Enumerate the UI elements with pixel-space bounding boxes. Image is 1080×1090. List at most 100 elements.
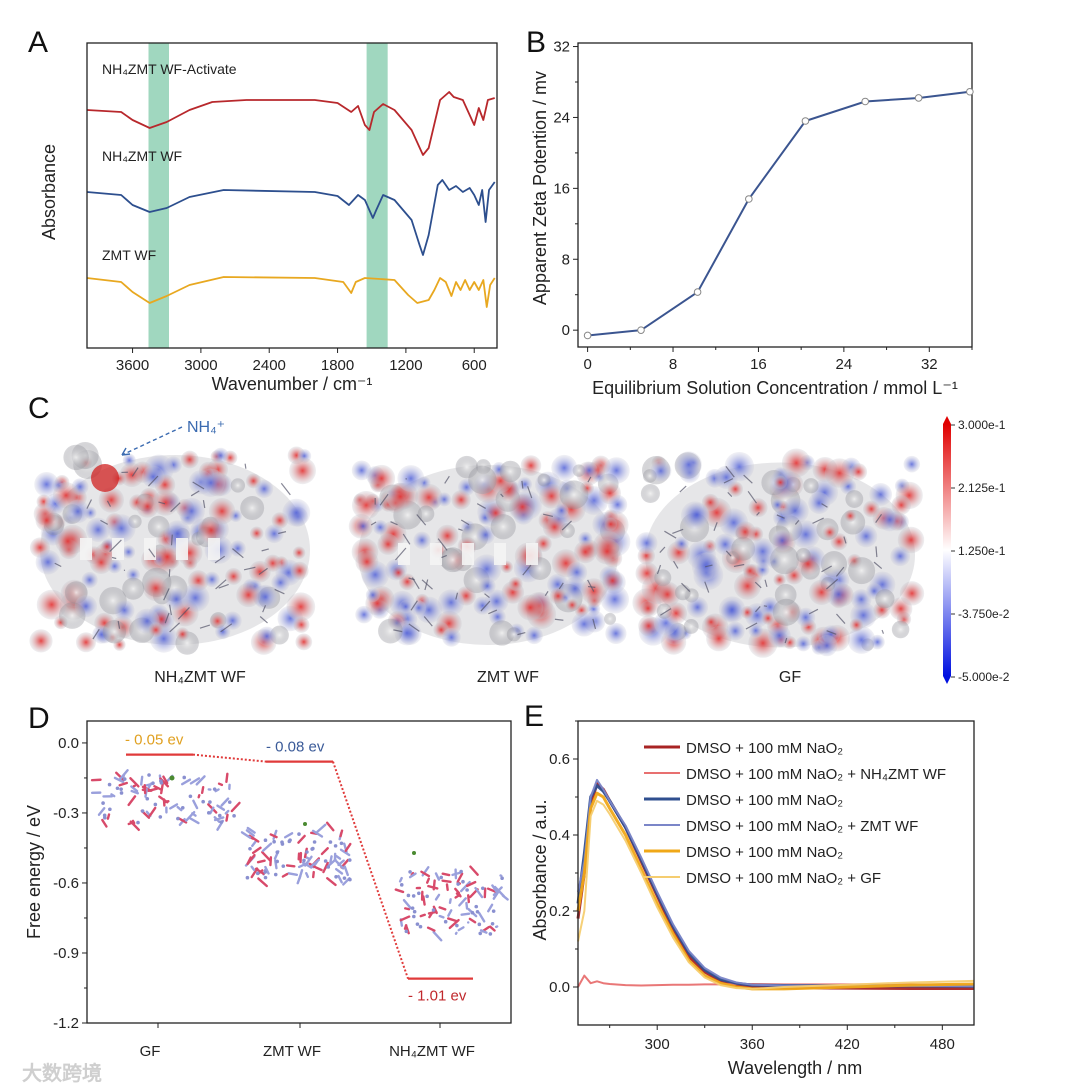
atom-surface [650,460,672,482]
bond [454,887,461,895]
atom-surface [574,540,597,564]
panel-letter-d: D [28,702,50,735]
series-line [86,179,496,256]
atom [412,914,416,919]
atom [176,816,180,821]
colorbar-min-arrow-icon [943,676,951,684]
bond [521,480,524,489]
bond [258,567,268,575]
atom [459,869,463,874]
atom-surface [377,533,399,555]
bond [311,870,315,879]
atom-surface [436,524,459,547]
bond [468,917,477,924]
atom [272,839,276,844]
atom [455,923,459,928]
data-point [637,326,645,334]
y-tick-label: 24 [553,109,570,126]
bond [561,520,572,531]
atom-surface [704,615,718,629]
atom-surface [35,509,58,532]
bond [402,898,412,910]
bond [106,500,112,507]
bond [250,865,256,872]
bond [100,519,109,525]
atom [147,773,151,777]
series-line [86,276,496,308]
bond [232,548,244,559]
atom-surface [114,600,135,621]
bond [679,485,687,493]
atom-surface [725,621,745,641]
bond [113,776,125,784]
atom-surface [223,611,242,630]
molecule-gf [90,769,241,832]
atom [334,874,338,879]
atom-surface [506,627,522,642]
series-line [577,799,975,990]
bond [500,493,504,498]
atom [248,846,252,851]
bond [419,913,426,918]
atom-surface [824,458,855,488]
atom-surface [517,594,544,621]
atom [415,922,420,926]
atom-surface [903,455,921,473]
bond [339,829,344,838]
atom [305,850,309,854]
atom-surface [229,540,246,557]
atom [275,850,280,855]
x-axis-label: Wavenumber / cm⁻¹ [212,374,373,394]
atom [263,838,268,843]
bond [424,579,429,591]
watermark: 大数跨境 [22,1061,102,1085]
atom-surface [878,508,902,532]
atom [280,840,284,845]
atom [212,787,217,791]
atom-surface [264,524,284,544]
bond [220,623,233,633]
bond [262,605,267,613]
bond [274,588,285,595]
bond [411,577,420,590]
bond [162,775,169,785]
atom [475,909,480,914]
atom-surface [355,518,371,534]
bond [153,785,163,791]
bond [177,606,190,620]
bond [259,616,268,624]
bond [501,894,509,901]
atom [406,893,411,898]
channel-pore [112,538,124,560]
atom-surface [81,571,98,589]
atom-surface [844,509,857,523]
atom-surface [63,444,89,471]
bond [764,579,768,588]
bond [441,554,447,559]
bond [434,893,441,901]
bond [454,893,461,899]
bond [131,819,136,825]
bond [873,561,883,569]
y-tick-label: -0.9 [53,945,79,962]
bond [704,581,710,593]
arrow-head-icon [121,447,131,456]
y-tick-label: 32 [553,39,570,56]
atom-surface [849,618,864,632]
bond [587,476,592,483]
atom [418,924,423,929]
x-tick-label: 360 [740,1036,765,1053]
atom-surface [869,483,893,506]
bond [218,583,229,589]
bond [379,493,389,506]
atom [159,779,163,783]
atom-surface [282,498,311,527]
bond [316,823,327,834]
atom-surface [208,498,236,525]
y-tick-label: 0.2 [549,903,570,920]
atom-surface [773,573,786,587]
bond [197,794,201,799]
atom-surface [781,497,809,525]
atom [273,872,278,877]
bond [836,613,846,624]
